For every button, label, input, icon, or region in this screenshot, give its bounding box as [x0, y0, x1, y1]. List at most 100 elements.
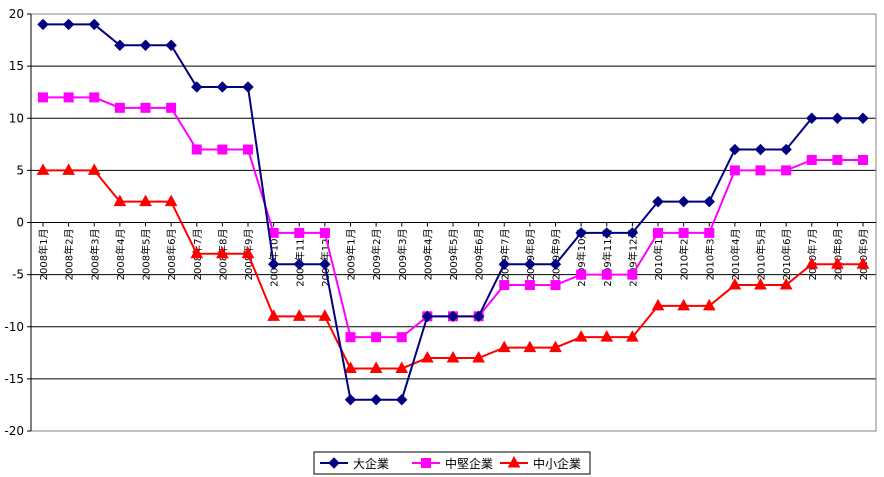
data-point	[216, 246, 229, 259]
data-point	[396, 394, 408, 406]
x-tick-label: 2009年4月	[421, 229, 434, 281]
data-point	[216, 81, 229, 93]
y-tick-label: -10	[4, 320, 24, 334]
legend-marker	[421, 458, 431, 468]
data-point	[806, 154, 817, 165]
legend-label: 中堅企業	[445, 456, 493, 471]
data-point	[395, 361, 409, 373]
y-tick-label: 5	[16, 163, 24, 177]
series-line	[43, 96, 863, 339]
x-tick-label: 2008年11月	[293, 229, 306, 287]
data-point	[831, 257, 844, 269]
x-tick-label: 2010年9月	[857, 229, 870, 281]
data-point	[806, 112, 818, 124]
data-point	[63, 92, 74, 103]
x-tick-label: 2009年3月	[396, 229, 409, 281]
x-tick-label: 2009年7月	[498, 229, 511, 281]
x-tick-label: 2010年6月	[780, 229, 793, 281]
series-triangle	[36, 163, 870, 373]
data-point	[241, 246, 255, 259]
data-point	[88, 18, 100, 31]
data-point	[653, 227, 663, 238]
y-tick-label: 0	[16, 216, 24, 230]
data-point	[243, 144, 253, 155]
x-tick-label: 2008年5月	[140, 229, 153, 281]
data-point	[319, 258, 331, 270]
data-point	[292, 309, 306, 321]
data-point	[703, 195, 715, 208]
data-point	[779, 278, 793, 290]
legend-label: 中小企業	[533, 456, 581, 471]
data-point	[677, 298, 690, 311]
y-tick-labels: 20 15 10 5 0 -5 -10 -15 -20	[4, 7, 24, 438]
series-line	[43, 23, 863, 401]
legend-box	[313, 451, 591, 475]
data-point	[575, 227, 587, 239]
y-tick-label: -15	[4, 372, 24, 386]
data-point	[754, 278, 767, 290]
x-tick-label: 2009年9月	[550, 229, 563, 281]
legend-marker	[328, 457, 340, 469]
data-point	[447, 310, 459, 323]
data-point	[626, 330, 639, 342]
y-tick-label: 20	[9, 7, 24, 21]
x-tick-label: 2010年2月	[678, 229, 691, 281]
data-point	[446, 350, 460, 363]
data-point	[704, 227, 715, 238]
data-point	[524, 258, 536, 270]
data-point	[190, 246, 204, 259]
data-point	[89, 92, 100, 103]
data-point	[856, 257, 870, 269]
y-tick-label: -5	[12, 268, 24, 282]
data-point	[702, 298, 716, 311]
data-point	[858, 154, 868, 165]
data-point	[114, 102, 125, 113]
data-point	[267, 309, 280, 321]
data-point	[832, 154, 843, 165]
legend-marker	[507, 455, 521, 468]
data-point	[165, 39, 177, 51]
data-point	[36, 163, 50, 175]
x-tick-label: 2009年6月	[473, 229, 486, 281]
data-point	[113, 194, 127, 207]
data-point	[38, 92, 48, 103]
data-point	[294, 227, 305, 238]
x-tick-label: 2010年1月	[652, 229, 665, 281]
data-point	[549, 340, 562, 353]
x-tick-label: 2010年4月	[729, 229, 742, 281]
data-point	[87, 163, 101, 175]
x-tick-label: 2009年5月	[447, 229, 460, 281]
data-point	[371, 332, 382, 343]
data-point	[524, 280, 535, 291]
data-point	[345, 332, 356, 343]
data-point	[421, 350, 434, 363]
data-point	[857, 112, 869, 124]
data-point	[781, 165, 792, 176]
data-point	[498, 258, 510, 270]
data-point	[574, 330, 588, 342]
x-tick-label: 2010年8月	[831, 229, 844, 281]
data-point	[140, 102, 151, 113]
data-point	[344, 394, 357, 406]
x-tick-label: 2009年8月	[524, 229, 537, 281]
data-point	[191, 81, 203, 93]
data-point	[576, 269, 587, 280]
data-point	[755, 165, 766, 176]
x-tick-label: 2008年1月	[37, 229, 50, 281]
x-tick-label: 2008年4月	[114, 229, 127, 281]
y-tick-label: 15	[9, 59, 24, 73]
data-point	[267, 258, 280, 270]
data-point	[472, 350, 485, 363]
data-point	[497, 340, 511, 353]
data-point	[114, 39, 126, 51]
data-point	[600, 330, 614, 342]
data-point	[728, 278, 742, 290]
data-point	[601, 269, 612, 280]
data-point	[318, 309, 332, 321]
data-point	[370, 394, 382, 406]
x-tick-label: 2010年7月	[806, 229, 819, 281]
data-point	[396, 332, 407, 343]
data-point	[242, 81, 254, 93]
x-tick-label: 2010年3月	[703, 229, 716, 281]
